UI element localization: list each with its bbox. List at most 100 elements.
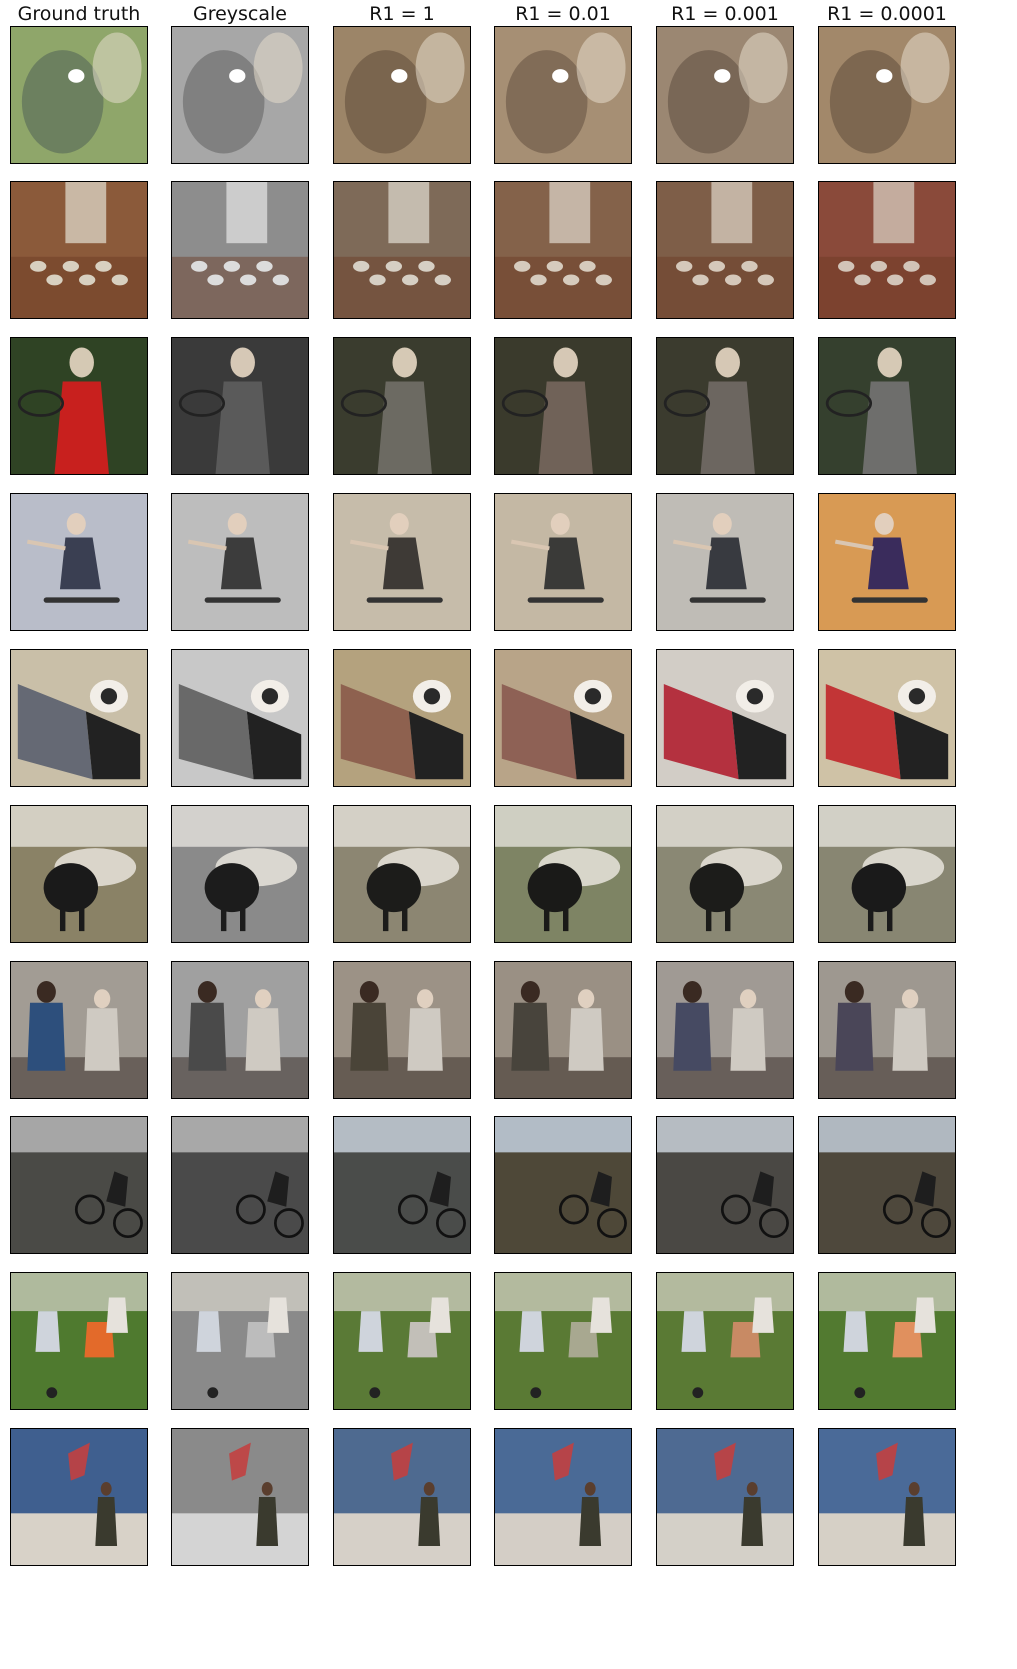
image-thumbnail <box>11 1117 147 1253</box>
image-tile-teddy-bear-kiss-r1-0-01 <box>494 26 632 164</box>
image-tile-kite-on-beach-r1-1 <box>333 1428 471 1566</box>
image-thumbnail <box>334 962 470 1098</box>
image-tile-kitchen-table-ground-truth <box>10 181 148 319</box>
image-thumbnail <box>819 806 955 942</box>
image-thumbnail <box>657 1429 793 1565</box>
image-thumbnail <box>172 494 308 630</box>
image-thumbnail <box>819 962 955 1098</box>
image-tile-tennis-player-r1-0-001 <box>656 337 794 475</box>
image-tile-soccer-players-r1-0-0001 <box>818 1272 956 1410</box>
image-thumbnail <box>819 1117 955 1253</box>
image-thumbnail <box>11 182 147 318</box>
image-thumbnail <box>657 962 793 1098</box>
image-thumbnail <box>334 1117 470 1253</box>
image-thumbnail <box>11 1273 147 1409</box>
image-tile-teddy-bear-kiss-r1-1 <box>333 26 471 164</box>
image-thumbnail <box>657 27 793 163</box>
image-tile-tennis-player-r1-1 <box>333 337 471 475</box>
image-thumbnail <box>334 650 470 786</box>
image-tile-teddy-bear-kiss-ground-truth <box>10 26 148 164</box>
image-tile-kitchen-table-r1-1 <box>333 181 471 319</box>
image-tile-bmx-rider-coast-r1-0-0001 <box>818 1116 956 1254</box>
image-thumbnail <box>495 962 631 1098</box>
image-tile-laptop-and-dog-ground-truth <box>10 649 148 787</box>
image-tile-soccer-players-r1-0-01 <box>494 1272 632 1410</box>
image-tile-tennis-player-r1-0-01 <box>494 337 632 475</box>
image-thumbnail <box>172 1429 308 1565</box>
image-thumbnail <box>657 650 793 786</box>
image-thumbnail <box>819 1429 955 1565</box>
image-thumbnail <box>657 338 793 474</box>
image-thumbnail <box>172 962 308 1098</box>
image-thumbnail <box>819 182 955 318</box>
image-thumbnail <box>819 650 955 786</box>
image-thumbnail <box>334 806 470 942</box>
image-tile-kite-on-beach-r1-0-001 <box>656 1428 794 1566</box>
image-tile-kitchen-table-r1-0-0001 <box>818 181 956 319</box>
image-tile-laptop-and-dog-r1-1 <box>333 649 471 787</box>
image-tile-living-room-gamers-r1-0-0001 <box>818 961 956 1099</box>
image-tile-sheep-in-barn-r1-0-01 <box>494 805 632 943</box>
image-thumbnail <box>495 182 631 318</box>
image-thumbnail <box>334 182 470 318</box>
image-tile-sheep-in-barn-r1-0-001 <box>656 805 794 943</box>
image-tile-living-room-gamers-greyscale <box>171 961 309 1099</box>
image-thumbnail <box>495 1429 631 1565</box>
image-tile-skateboarder-r1-1 <box>333 493 471 631</box>
column-title-r1-0-001: R1 = 0.001 <box>671 3 779 25</box>
image-thumbnail <box>495 27 631 163</box>
image-thumbnail <box>334 338 470 474</box>
image-thumbnail <box>11 1429 147 1565</box>
image-thumbnail <box>495 1273 631 1409</box>
image-thumbnail <box>819 494 955 630</box>
image-thumbnail <box>172 182 308 318</box>
column-title-r1-0-0001: R1 = 0.0001 <box>827 3 947 25</box>
image-tile-living-room-gamers-r1-0-001 <box>656 961 794 1099</box>
image-thumbnail <box>657 1117 793 1253</box>
image-tile-tennis-player-greyscale <box>171 337 309 475</box>
image-thumbnail <box>172 1273 308 1409</box>
image-tile-skateboarder-r1-0-0001 <box>818 493 956 631</box>
image-tile-sheep-in-barn-r1-0-0001 <box>818 805 956 943</box>
image-tile-kite-on-beach-r1-0-01 <box>494 1428 632 1566</box>
column-title-r1-0-01: R1 = 0.01 <box>515 3 611 25</box>
image-tile-skateboarder-r1-0-001 <box>656 493 794 631</box>
image-thumbnail <box>495 806 631 942</box>
image-thumbnail <box>495 650 631 786</box>
column-title-ground-truth: Ground truth <box>17 3 141 25</box>
image-tile-teddy-bear-kiss-r1-0-001 <box>656 26 794 164</box>
image-thumbnail <box>495 494 631 630</box>
image-thumbnail <box>172 27 308 163</box>
image-tile-bmx-rider-coast-greyscale <box>171 1116 309 1254</box>
column-title-r1-1: R1 = 1 <box>369 3 435 25</box>
image-tile-sheep-in-barn-r1-1 <box>333 805 471 943</box>
image-tile-skateboarder-r1-0-01 <box>494 493 632 631</box>
image-tile-laptop-and-dog-r1-0-01 <box>494 649 632 787</box>
image-thumbnail <box>11 338 147 474</box>
image-tile-sheep-in-barn-greyscale <box>171 805 309 943</box>
image-tile-teddy-bear-kiss-r1-0-0001 <box>818 26 956 164</box>
image-tile-kite-on-beach-greyscale <box>171 1428 309 1566</box>
image-tile-kitchen-table-greyscale <box>171 181 309 319</box>
image-tile-kite-on-beach-ground-truth <box>10 1428 148 1566</box>
image-thumbnail <box>657 1273 793 1409</box>
image-tile-bmx-rider-coast-r1-0-001 <box>656 1116 794 1254</box>
image-tile-soccer-players-r1-1 <box>333 1272 471 1410</box>
image-thumbnail <box>334 27 470 163</box>
image-thumbnail <box>657 494 793 630</box>
image-tile-kitchen-table-r1-0-01 <box>494 181 632 319</box>
image-tile-kite-on-beach-r1-0-0001 <box>818 1428 956 1566</box>
image-thumbnail <box>495 1117 631 1253</box>
image-thumbnail <box>819 1273 955 1409</box>
image-tile-living-room-gamers-r1-1 <box>333 961 471 1099</box>
image-tile-soccer-players-greyscale <box>171 1272 309 1410</box>
image-thumbnail <box>334 1273 470 1409</box>
image-thumbnail <box>11 962 147 1098</box>
image-thumbnail <box>495 338 631 474</box>
image-thumbnail <box>334 494 470 630</box>
image-thumbnail <box>172 650 308 786</box>
image-thumbnail <box>11 494 147 630</box>
image-tile-sheep-in-barn-ground-truth <box>10 805 148 943</box>
image-tile-kitchen-table-r1-0-001 <box>656 181 794 319</box>
image-thumbnail <box>819 338 955 474</box>
